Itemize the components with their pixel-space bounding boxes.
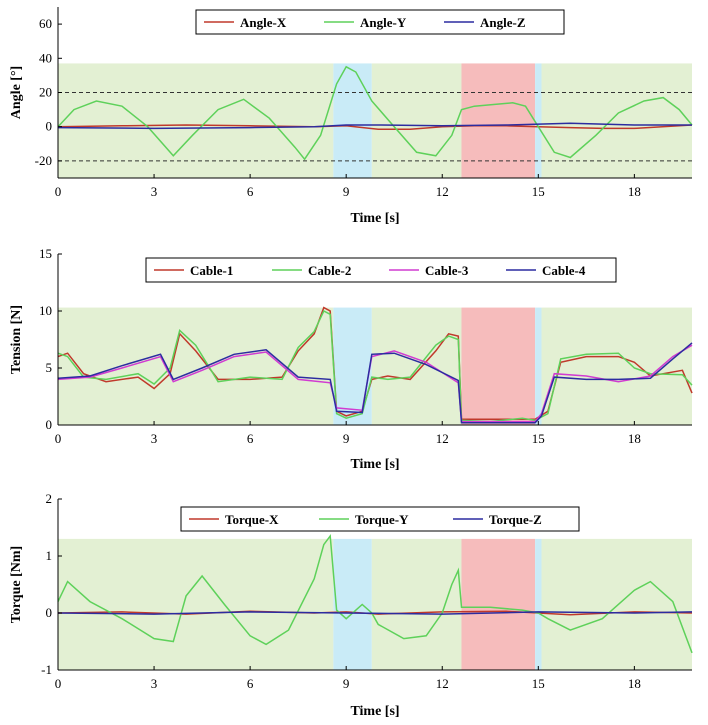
y-tick-label: 2 xyxy=(46,491,53,506)
x-tick-label: 6 xyxy=(247,676,254,691)
x-tick-label: 12 xyxy=(436,184,449,199)
zone-blue xyxy=(535,307,542,425)
legend-label: Torque-X xyxy=(225,512,279,527)
y-tick-label: 0 xyxy=(46,417,53,432)
x-tick-label: 12 xyxy=(436,676,449,691)
legend: Angle-X Angle-Y Angle-Z xyxy=(195,9,565,35)
zone-red xyxy=(461,63,536,178)
series-line-torque-z xyxy=(57,611,693,615)
x-tick-label: 0 xyxy=(55,676,62,691)
legend-box xyxy=(180,506,580,532)
legend-label: Angle-X xyxy=(240,15,287,30)
legend-label: Angle-Y xyxy=(360,15,407,30)
series-line-cable-4 xyxy=(57,342,693,424)
series-line-torque-y xyxy=(57,533,693,654)
x-tick-label: 9 xyxy=(343,431,350,446)
x-tick-label: 3 xyxy=(151,676,158,691)
x-tick-label: 0 xyxy=(55,184,62,199)
y-tick-label: -1 xyxy=(41,662,52,677)
y-axis-label: Tension [N] xyxy=(9,305,24,374)
chart-panel-1: 0 3 6 9 12 15 18 -20 0 20 40 60 Time [s] Angle [°] Ang… xyxy=(9,7,693,226)
x-tick-label: 3 xyxy=(151,184,158,199)
x-tick-label: 3 xyxy=(151,431,158,446)
legend: Torque-X Torque-Y Torque-Z xyxy=(180,506,580,532)
y-tick-label: 60 xyxy=(39,16,52,31)
series-line-cable-2 xyxy=(57,309,693,423)
series-line-angle-z xyxy=(57,122,692,130)
x-tick-label: 6 xyxy=(247,184,254,199)
zone-green xyxy=(371,63,462,178)
x-tick-label: 18 xyxy=(628,676,641,691)
zone-red xyxy=(461,307,536,425)
series-line-angle-x xyxy=(57,124,693,131)
y-tick-label: 1 xyxy=(46,548,53,563)
legend-label: Cable-4 xyxy=(542,263,586,278)
x-axis-label: Time [s] xyxy=(350,211,399,226)
legend-label: Torque-Y xyxy=(355,512,409,527)
y-axis-label: Torque [Nm] xyxy=(9,546,24,623)
chart-panel-2: 0 3 6 9 12 15 18 0 5 10 15 Time [s] Tension [N] Cable… xyxy=(9,246,693,472)
legend-label: Cable-1 xyxy=(190,263,233,278)
zone-green xyxy=(371,307,462,425)
zone-blue xyxy=(333,538,372,670)
legend-label: Angle-Z xyxy=(480,15,526,30)
zone-blue xyxy=(535,63,542,178)
legend-label: Cable-3 xyxy=(425,263,469,278)
y-tick-label: 0 xyxy=(46,119,53,134)
x-tick-label: 18 xyxy=(628,431,641,446)
y-tick-label: 20 xyxy=(39,85,52,100)
y-tick-label: 10 xyxy=(39,303,52,318)
legend-label: Torque-Z xyxy=(489,512,542,527)
zone-green xyxy=(58,538,334,670)
zone-green xyxy=(58,63,334,178)
y-tick-label: 5 xyxy=(46,360,53,375)
series-line-angle-y xyxy=(57,65,693,161)
legend-box xyxy=(145,257,617,283)
zone-blue xyxy=(535,538,542,670)
x-tick-label: 12 xyxy=(436,431,449,446)
x-tick-label: 15 xyxy=(532,431,545,446)
x-tick-label: 0 xyxy=(55,431,62,446)
x-tick-label: 9 xyxy=(343,184,350,199)
legend-box xyxy=(195,9,565,35)
x-axis-label: Time [s] xyxy=(350,704,399,719)
zone-green xyxy=(541,63,692,178)
zone-green xyxy=(58,307,334,425)
zone-green xyxy=(371,538,462,670)
y-tick-label: -20 xyxy=(35,153,52,168)
zone-blue xyxy=(333,307,372,425)
y-tick-label: 15 xyxy=(39,246,52,261)
x-tick-label: 18 xyxy=(628,184,641,199)
zone-green xyxy=(541,307,692,425)
x-axis-label: Time [s] xyxy=(350,457,399,472)
y-axis-label: Angle [°] xyxy=(9,66,24,119)
legend: Cable-1 Cable-2 Cable-3 Cable-4 xyxy=(145,257,617,283)
zone-red xyxy=(461,538,536,670)
x-tick-label: 15 xyxy=(532,184,545,199)
legend-label: Cable-2 xyxy=(308,263,351,278)
x-tick-label: 6 xyxy=(247,431,254,446)
y-tick-label: 0 xyxy=(46,605,53,620)
x-tick-label: 15 xyxy=(532,676,545,691)
zone-blue xyxy=(333,63,372,178)
y-tick-label: 40 xyxy=(39,50,52,65)
x-tick-label: 9 xyxy=(343,676,350,691)
zone-green xyxy=(541,538,692,670)
